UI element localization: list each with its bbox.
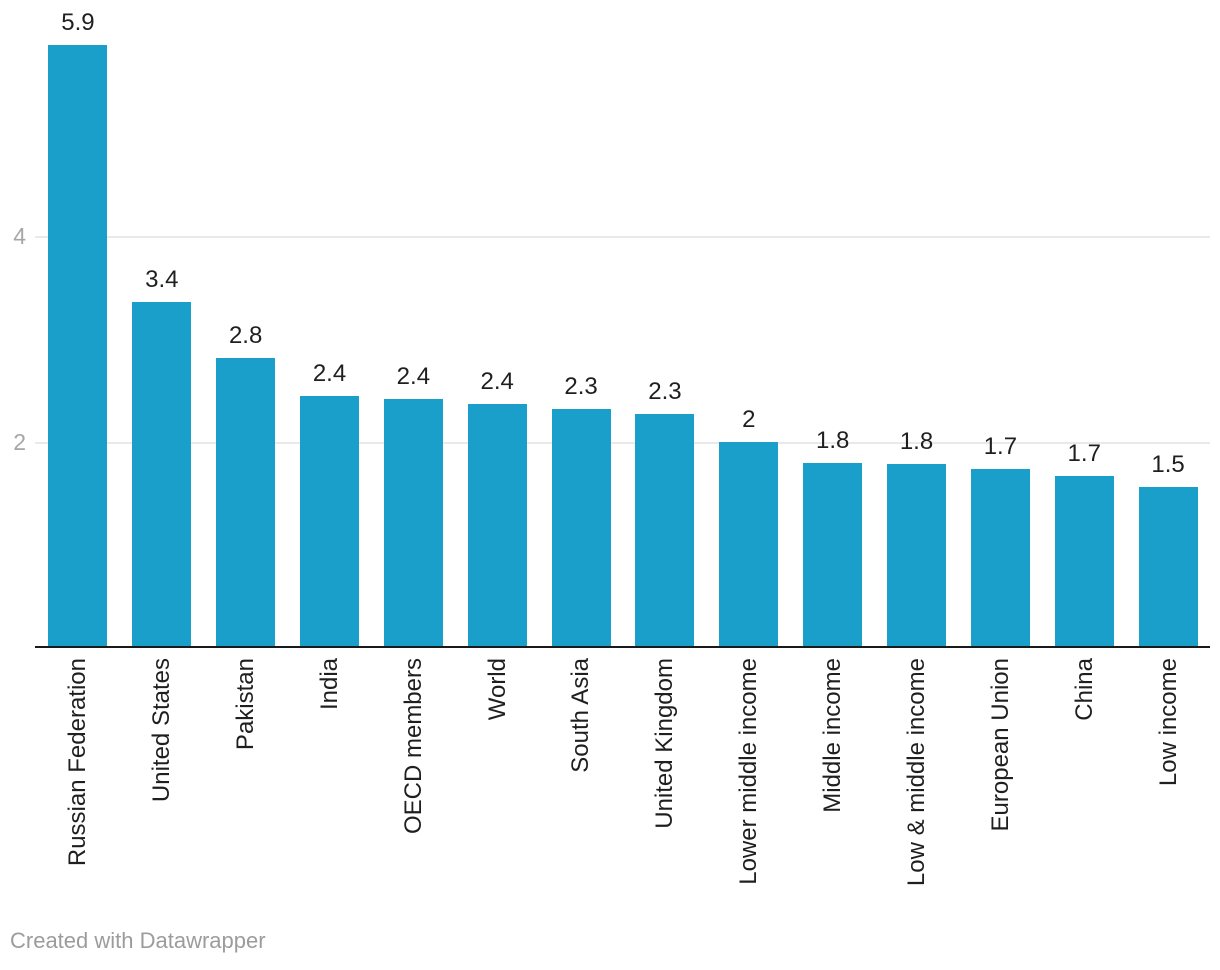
x-axis-label: Lower middle income <box>735 658 763 885</box>
x-label-column: European Union <box>958 648 1042 910</box>
bar <box>383 398 443 646</box>
x-axis-label: European Union <box>986 658 1014 832</box>
x-label-column: OECD members <box>371 648 455 910</box>
bar-value-label: 2.3 <box>648 377 682 405</box>
bars-container: 5.9 3.4 2.8 2.4 2.4 2.4 2.3 2.3 2 1.8 1.8 1.7 1.7 1.5 <box>36 0 1210 646</box>
gridline <box>35 441 1210 444</box>
x-label-column: Russian Federation <box>36 648 120 910</box>
bar-column: 2.3 <box>623 0 707 646</box>
bar-column: 1.7 <box>1042 0 1126 646</box>
plot-area: 2 4 5.9 3.4 2.8 2.4 2.4 2.4 2.3 2.3 2 1.8 1.8 1.7 1.7 1… <box>13 0 1210 648</box>
x-axis-label: OECD members <box>399 658 427 835</box>
gridline <box>35 236 1210 239</box>
bar <box>551 408 611 646</box>
x-label-column: India <box>288 648 372 910</box>
bar-value-label: 2.4 <box>480 367 514 395</box>
bar-value-label: 1.5 <box>1151 450 1185 478</box>
bar <box>48 45 108 646</box>
bar <box>803 463 863 646</box>
x-axis-labels: Russian Federation United States Pakistan I… <box>36 648 1210 910</box>
bar-column: 2.4 <box>455 0 539 646</box>
bar-column: 1.7 <box>958 0 1042 646</box>
bar-value-label: 1.8 <box>815 427 850 455</box>
bar-column: 2 <box>707 0 791 646</box>
bar-column: 5.9 <box>36 0 120 646</box>
x-label-column: Pakistan <box>204 648 288 910</box>
bar-value-label: 1.7 <box>1067 439 1101 467</box>
bar <box>216 358 276 646</box>
x-axis-label: China <box>1070 658 1098 721</box>
x-axis-label: Pakistan <box>232 658 260 751</box>
bar-value-label: 3.4 <box>145 265 179 293</box>
y-tick-label: 4 <box>13 223 26 250</box>
bar <box>467 403 527 646</box>
chart-footer: Created with Datawrapper <box>0 910 1220 954</box>
bar-value-label: 2.4 <box>396 362 431 390</box>
x-axis-baseline <box>35 646 1210 648</box>
bar-column: 2.8 <box>204 0 288 646</box>
bar <box>719 441 779 646</box>
bar-column: 1.8 <box>875 0 959 646</box>
bar-value-label: 2.3 <box>564 372 598 400</box>
x-axis-label: South Asia <box>567 658 595 773</box>
bar <box>132 301 192 646</box>
x-label-column: United Kingdom <box>623 648 707 910</box>
x-label-column: United States <box>120 648 204 910</box>
x-label-column: South Asia <box>539 648 623 910</box>
bar <box>970 469 1030 646</box>
x-axis-label: World <box>483 658 511 721</box>
x-axis-label: India <box>315 658 343 711</box>
bar-value-label: 2 <box>742 405 756 433</box>
bar <box>1138 486 1198 646</box>
x-label-column: Lower middle income <box>707 648 791 910</box>
bar <box>1054 475 1114 646</box>
x-label-column: Low income <box>1126 648 1210 910</box>
x-label-column: China <box>1042 648 1126 910</box>
bar-value-label: 1.7 <box>983 433 1018 461</box>
x-axis-label: Middle income <box>819 658 847 813</box>
bar-column: 2.3 <box>539 0 623 646</box>
bar-column: 2.4 <box>288 0 372 646</box>
bar <box>635 413 695 646</box>
bar-column: 2.4 <box>371 0 455 646</box>
bar-column: 1.5 <box>1126 0 1210 646</box>
bar <box>300 396 359 646</box>
x-axis-label: United States <box>148 658 176 803</box>
bar <box>887 464 947 646</box>
bar-value-label: 1.8 <box>899 428 934 456</box>
bar-value-label: 2.8 <box>228 322 263 350</box>
bar-column: 1.8 <box>791 0 875 646</box>
bar-value-label: 5.9 <box>61 9 95 37</box>
x-axis-label: Low income <box>1154 658 1182 787</box>
datawrapper-credit-link[interactable]: Created with Datawrapper <box>10 928 266 953</box>
bar-value-label: 2.4 <box>312 360 347 388</box>
x-label-column: World <box>455 648 539 910</box>
x-label-column: Low & middle income <box>875 648 959 910</box>
bar-column: 3.4 <box>120 0 204 646</box>
x-axis-label: Low & middle income <box>902 658 930 887</box>
x-axis-label: Russian Federation <box>64 658 92 867</box>
x-axis-label: United Kingdom <box>651 658 679 829</box>
y-tick-label: 2 <box>13 428 26 455</box>
x-label-column: Middle income <box>791 648 875 910</box>
